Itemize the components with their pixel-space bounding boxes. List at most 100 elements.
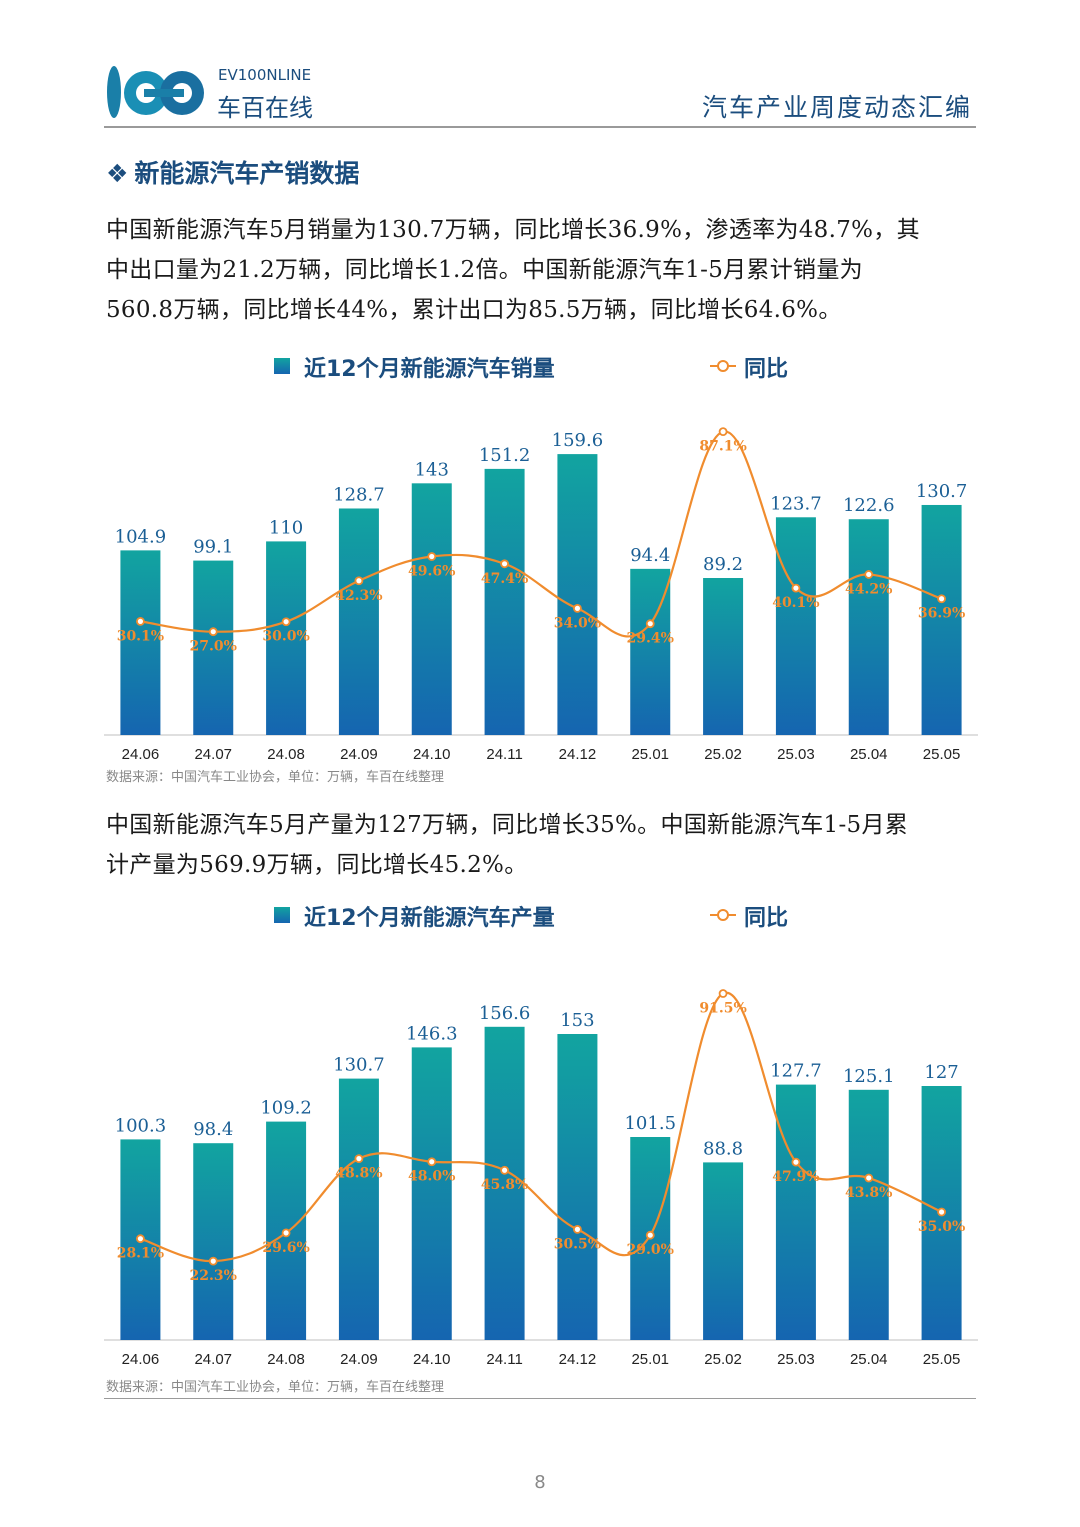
x-tick-label: 24.06	[122, 746, 160, 763]
bar-value-label: 143	[415, 459, 449, 480]
x-tick-label: 24.06	[122, 1351, 160, 1368]
sales-paragraph: 中国新能源汽车5月销量为130.7万辆，同比增长36.9%，渗透率为48.7%，…	[106, 210, 978, 330]
bar-value-label: 130.7	[333, 1055, 385, 1076]
x-tick-label: 24.11	[486, 1351, 522, 1368]
bar-value-label: 156.6	[479, 1003, 531, 1024]
yoy-value-label: 43.8%	[845, 1185, 892, 1201]
x-tick-label: 25.04	[850, 1351, 888, 1368]
bar-value-label: 146.3	[406, 1023, 458, 1044]
bar-25.03	[775, 1084, 816, 1340]
yoy-point	[208, 1256, 218, 1266]
x-tick-label: 24.07	[194, 1351, 232, 1368]
bar-24.07	[193, 560, 234, 735]
yoy-point	[718, 989, 728, 998]
yoy-value-label: 29.0%	[627, 1242, 674, 1258]
x-tick-label: 24.08	[267, 746, 305, 763]
section-title: ❖ 新能源汽车产销数据	[106, 154, 359, 190]
publication-title: 汽车产业周度动态汇编	[701, 93, 972, 122]
yoy-value-label: 36.9%	[918, 606, 965, 622]
bar-24.06	[120, 550, 161, 735]
yoy-value-label: 48.8%	[335, 1166, 382, 1182]
ev100-logo-icon	[107, 66, 204, 118]
paragraph-line: 560.8万辆，同比增长44%，累计出口为85.5万辆，同比增长64.6%。	[106, 297, 842, 323]
bar-24.12	[557, 454, 598, 735]
legend-bar-swatch-icon	[274, 907, 290, 923]
yoy-point	[281, 617, 291, 627]
yoy-point	[864, 570, 874, 579]
yoy-point	[136, 1234, 145, 1244]
yoy-value-label: 49.6%	[408, 563, 455, 579]
page-header: EV100NLINE 车百在线 汽车产业周度动态汇编	[104, 58, 976, 128]
yoy-line	[140, 991, 943, 1263]
bar-24.09	[338, 508, 379, 735]
bar-24.11	[484, 1026, 525, 1340]
yoy-value-label: 30.0%	[262, 629, 309, 645]
bar-value-label: 153	[560, 1010, 594, 1031]
x-tick-label: 24.09	[340, 1351, 378, 1368]
yoy-value-label: 29.6%	[262, 1240, 309, 1256]
yoy-point	[427, 552, 437, 561]
bar-value-label: 128.7	[333, 484, 385, 505]
yoy-value-label: 45.8%	[481, 1177, 528, 1193]
bar-value-label: 130.7	[916, 481, 968, 502]
yoy-value-label: 91.5%	[699, 1001, 746, 1017]
yoy-value-label: 48.0%	[408, 1169, 455, 1185]
x-tick-label: 24.11	[486, 746, 522, 763]
x-tick-label: 24.12	[559, 746, 597, 763]
yoy-value-label: 22.3%	[190, 1268, 237, 1284]
chart2-source-note: 数据来源：中国汽车工业协会，单位：万辆，车百在线整理	[106, 1380, 445, 1395]
bar-24.10	[411, 483, 452, 735]
yoy-point	[354, 1154, 364, 1164]
legend-bar-swatch-icon	[274, 358, 290, 374]
yoy-value-label: 42.3%	[335, 588, 382, 604]
yoy-value-label: 35.0%	[918, 1219, 965, 1235]
bar-value-label: 88.8	[703, 1138, 743, 1159]
x-tick-label: 24.12	[559, 1351, 597, 1368]
yoy-point	[937, 1207, 946, 1217]
bar-value-label: 101.5	[624, 1113, 676, 1134]
bar-25.04	[848, 519, 889, 735]
yoy-value-label: 30.1%	[117, 628, 164, 644]
bar-value-label: 100.3	[115, 1115, 167, 1136]
x-tick-label: 24.07	[194, 746, 232, 763]
bar-value-label: 98.4	[193, 1119, 233, 1140]
paragraph-line: 中国新能源汽车5月产量为127万辆，同比增长35%。中国新能源汽车1-5月累	[106, 812, 909, 838]
bar-value-label: 122.6	[843, 495, 895, 516]
bar-24.10	[411, 1047, 452, 1340]
x-tick-label: 25.05	[923, 746, 961, 763]
production-chart: 100.3 24.06 98.4 24.07 109.2 24.08 130.7 24.09 1…	[104, 989, 978, 1368]
bar-24.08	[266, 541, 307, 735]
x-tick-label: 24.10	[413, 1351, 451, 1368]
bar-24.11	[484, 468, 525, 735]
legend-bar-label: 近12个月新能源汽车销量	[304, 357, 555, 382]
chart2-legend-line: 同比	[710, 900, 830, 931]
bar-value-label: 99.1	[193, 537, 233, 558]
legend-line-marker-icon	[710, 360, 736, 372]
bar-value-label: 127.7	[770, 1061, 822, 1082]
bar-value-label: 123.7	[770, 493, 822, 514]
bar-25.02	[703, 578, 744, 735]
x-tick-label: 24.08	[267, 1351, 305, 1368]
bar-value-label: 159.6	[552, 430, 604, 451]
yoy-value-label: 44.2%	[845, 581, 892, 597]
bar-value-label: 94.4	[630, 545, 670, 566]
yoy-value-label: 30.5%	[554, 1236, 601, 1252]
legend-line-marker-icon	[710, 909, 736, 921]
bar-25.05	[921, 504, 962, 735]
chart1-legend-bar: 近12个月新能源汽车销量	[274, 351, 574, 382]
yoy-value-label: 28.1%	[117, 1246, 164, 1262]
bar-value-label: 104.9	[115, 526, 167, 547]
x-tick-label: 25.01	[631, 1351, 669, 1368]
paragraph-line: 中国新能源汽车5月销量为130.7万辆，同比增长36.9%，渗透率为48.7%，…	[106, 217, 920, 243]
x-tick-label: 24.10	[413, 746, 451, 763]
bar-value-label: 110	[269, 517, 303, 538]
x-tick-label: 24.09	[340, 746, 378, 763]
legend-line-label: 同比	[744, 357, 789, 382]
yoy-point	[208, 627, 218, 637]
bar-value-label: 127	[924, 1062, 958, 1083]
yoy-point	[645, 1230, 655, 1240]
header-divider	[104, 126, 976, 128]
bar-24.12	[557, 1034, 598, 1340]
x-tick-label: 25.03	[777, 1351, 815, 1368]
bar-value-label: 151.2	[479, 445, 531, 466]
